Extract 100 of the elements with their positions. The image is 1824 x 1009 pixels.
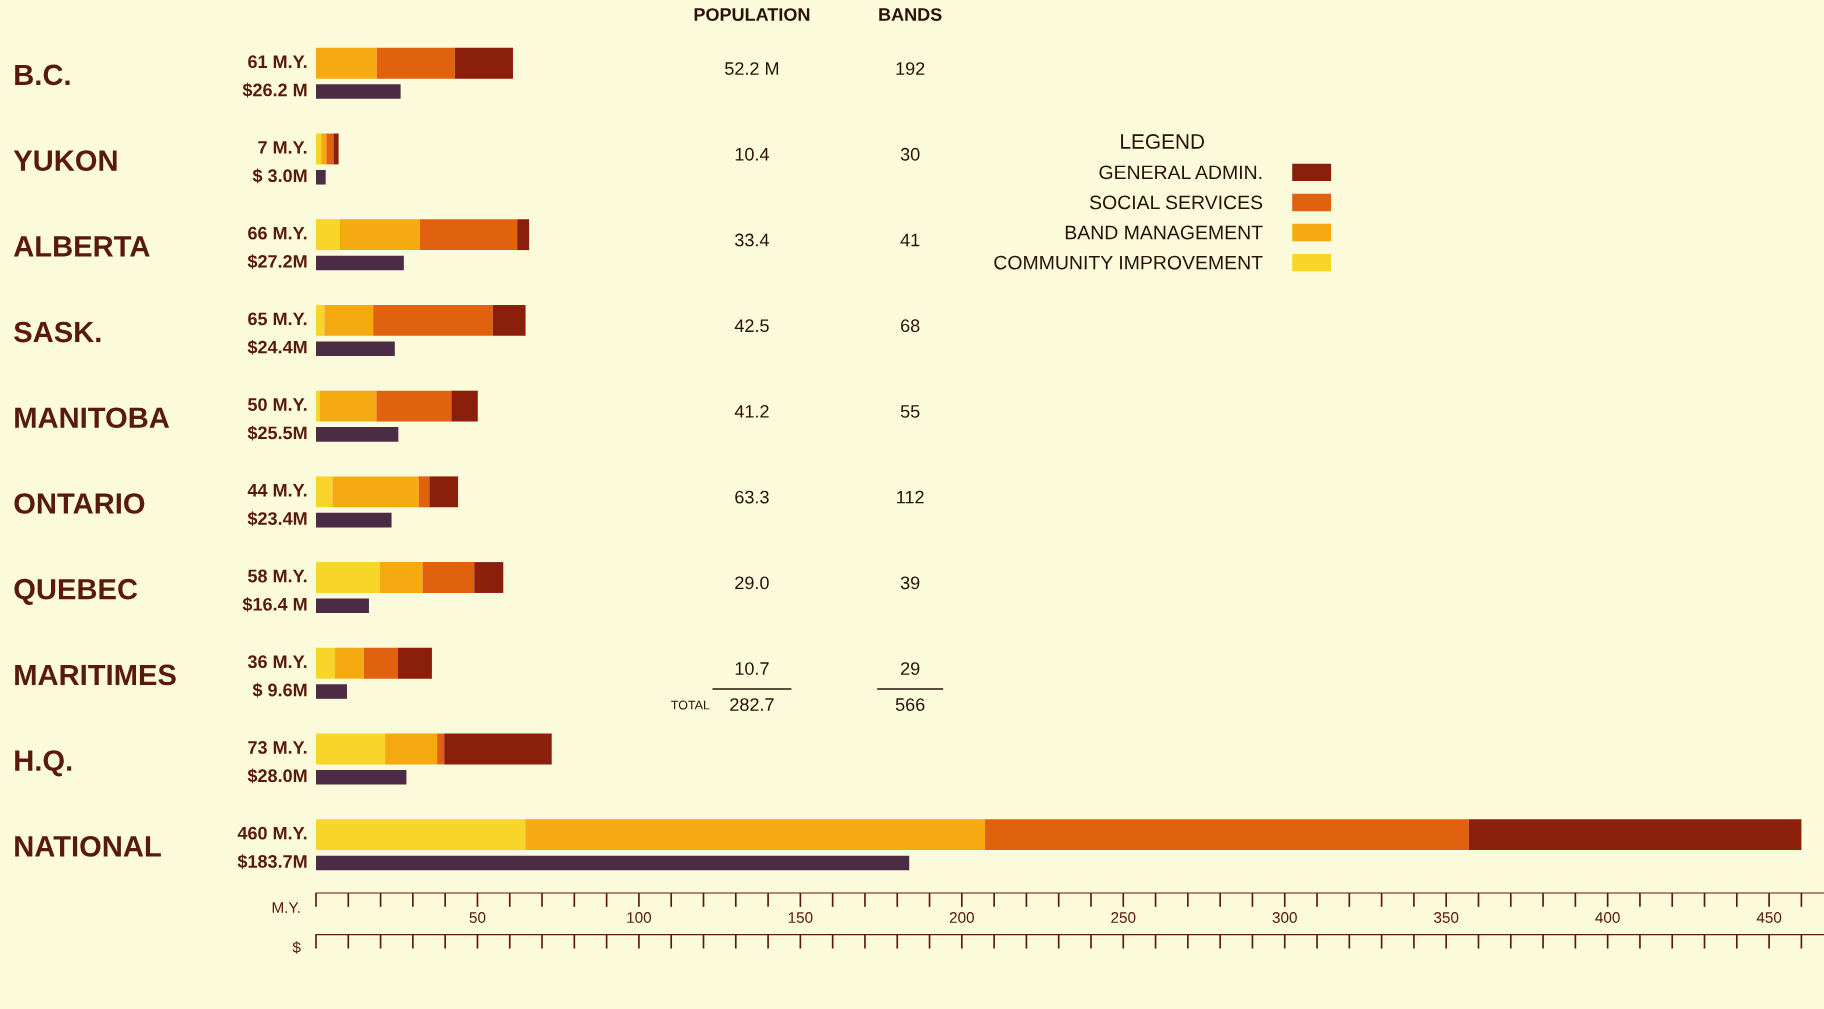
total-label: 65 M.Y. bbox=[248, 312, 307, 326]
annotation: 10.4 bbox=[735, 147, 769, 161]
x-tick-label: 450 bbox=[1756, 912, 1782, 923]
bar bbox=[316, 169, 326, 185]
bar bbox=[319, 390, 377, 422]
y-tick-label: NATIONAL bbox=[15, 836, 161, 857]
bar bbox=[316, 855, 910, 871]
total-label: 50 M.Y. bbox=[248, 398, 307, 411]
bar bbox=[525, 819, 986, 851]
bar bbox=[385, 733, 438, 765]
bar bbox=[418, 476, 430, 508]
bar bbox=[316, 390, 320, 422]
x-tick-label: 100 bbox=[627, 912, 652, 923]
bar bbox=[316, 512, 392, 528]
bar bbox=[316, 684, 347, 699]
bar bbox=[316, 255, 404, 271]
bar bbox=[316, 562, 380, 593]
annotation: 282.7 bbox=[730, 698, 774, 711]
annotation: 55 bbox=[900, 405, 920, 418]
x-tick-label: 300 bbox=[1272, 912, 1297, 923]
data-label: $26.2 M bbox=[242, 82, 307, 98]
legend-label: SOCIAL SERVICES bbox=[1089, 195, 1263, 210]
bar bbox=[316, 647, 335, 679]
bar bbox=[419, 219, 518, 251]
x-tick-label: 150 bbox=[788, 912, 813, 923]
y-tick-label: YUKON bbox=[13, 150, 117, 171]
bar bbox=[1468, 819, 1802, 851]
bar bbox=[316, 47, 377, 79]
bar bbox=[517, 219, 530, 251]
legend-label: GENERAL ADMIN. bbox=[1099, 165, 1262, 180]
bar bbox=[398, 647, 432, 679]
annotation: 63.3 bbox=[735, 490, 769, 504]
y-tick-label: MANITOBA bbox=[15, 407, 170, 429]
x-tick-label: 250 bbox=[1111, 912, 1136, 923]
x-axis-title: M.Y. bbox=[272, 902, 300, 913]
data-label: $27.2M bbox=[247, 254, 307, 269]
annotation: 41.2 bbox=[734, 405, 769, 418]
annotation: 52.2 M bbox=[725, 62, 779, 75]
y-tick-label: QUEBEC bbox=[14, 578, 138, 605]
annotation: 68 bbox=[901, 319, 920, 333]
bar bbox=[316, 733, 386, 765]
data-label: $28.0M bbox=[247, 768, 307, 784]
annotation: 39 bbox=[900, 576, 920, 590]
data-label: $ 3.0M bbox=[252, 168, 307, 184]
annotation: 112 bbox=[897, 490, 924, 504]
bar bbox=[373, 304, 493, 336]
bar bbox=[422, 562, 475, 593]
x-tick-label: 50 bbox=[469, 912, 486, 923]
annotation: 29 bbox=[901, 662, 920, 675]
bar bbox=[316, 219, 340, 251]
legend-label: COMMUNITY IMPROVEMENT bbox=[994, 255, 1263, 270]
bar bbox=[316, 427, 399, 442]
data-label: $183.7M bbox=[237, 854, 307, 869]
total-label: 44 M.Y. bbox=[247, 484, 307, 497]
bar bbox=[316, 341, 395, 356]
bar bbox=[492, 304, 526, 336]
annotation: 41 bbox=[900, 233, 920, 247]
y-tick-label: ALBERTA bbox=[13, 236, 150, 257]
y-tick-label: B.C. bbox=[15, 64, 70, 86]
x-tick-label: 400 bbox=[1595, 912, 1620, 923]
y-tick-label: H.Q. bbox=[15, 750, 72, 777]
y-tick-label: SASK. bbox=[14, 321, 101, 343]
bar bbox=[437, 733, 445, 765]
bar bbox=[376, 47, 455, 79]
annotation: TOTAL bbox=[671, 700, 710, 710]
total-label: 7 M.Y. bbox=[258, 141, 307, 154]
bar bbox=[363, 647, 399, 679]
data-label: $ 9.6M bbox=[252, 682, 307, 698]
annotation: 42.5 bbox=[734, 319, 769, 333]
bar bbox=[444, 733, 552, 765]
y-tick-label: MARITIMES bbox=[15, 664, 176, 686]
annotation: 30 bbox=[900, 147, 920, 161]
bar bbox=[316, 84, 401, 99]
total-label: 61 M.Y. bbox=[248, 55, 307, 69]
bar bbox=[321, 133, 327, 165]
bar bbox=[316, 304, 325, 336]
text: BANDS bbox=[879, 8, 942, 21]
bar bbox=[316, 819, 526, 851]
data-label: $25.5M bbox=[247, 425, 307, 441]
data-label: $16.4 M bbox=[242, 597, 307, 612]
legend-label: BAND MANAGEMENT bbox=[1065, 225, 1263, 240]
annotation: 10.7 bbox=[735, 662, 769, 675]
bar bbox=[379, 562, 423, 593]
annotation: 29.0 bbox=[735, 576, 769, 590]
text: POPULATION bbox=[694, 8, 810, 21]
total-label: 73 M.Y. bbox=[248, 741, 307, 754]
x-axis-title: $ bbox=[292, 941, 301, 954]
data-label: $23.4M bbox=[247, 511, 307, 527]
annotation: 192 bbox=[896, 62, 925, 75]
legend-title: LEGEND bbox=[1121, 134, 1205, 149]
bar bbox=[376, 390, 452, 422]
annotation: 566 bbox=[895, 698, 925, 711]
data-label: $24.4M bbox=[247, 339, 307, 355]
total-label: 36 M.Y. bbox=[247, 655, 307, 669]
annotation: 33.4 bbox=[735, 233, 769, 247]
bar bbox=[454, 47, 513, 79]
y-tick-label: ONTARIO bbox=[14, 493, 145, 514]
total-label: 66 M.Y. bbox=[248, 226, 307, 240]
total-label: 58 M.Y. bbox=[248, 569, 307, 583]
bar bbox=[316, 133, 322, 165]
